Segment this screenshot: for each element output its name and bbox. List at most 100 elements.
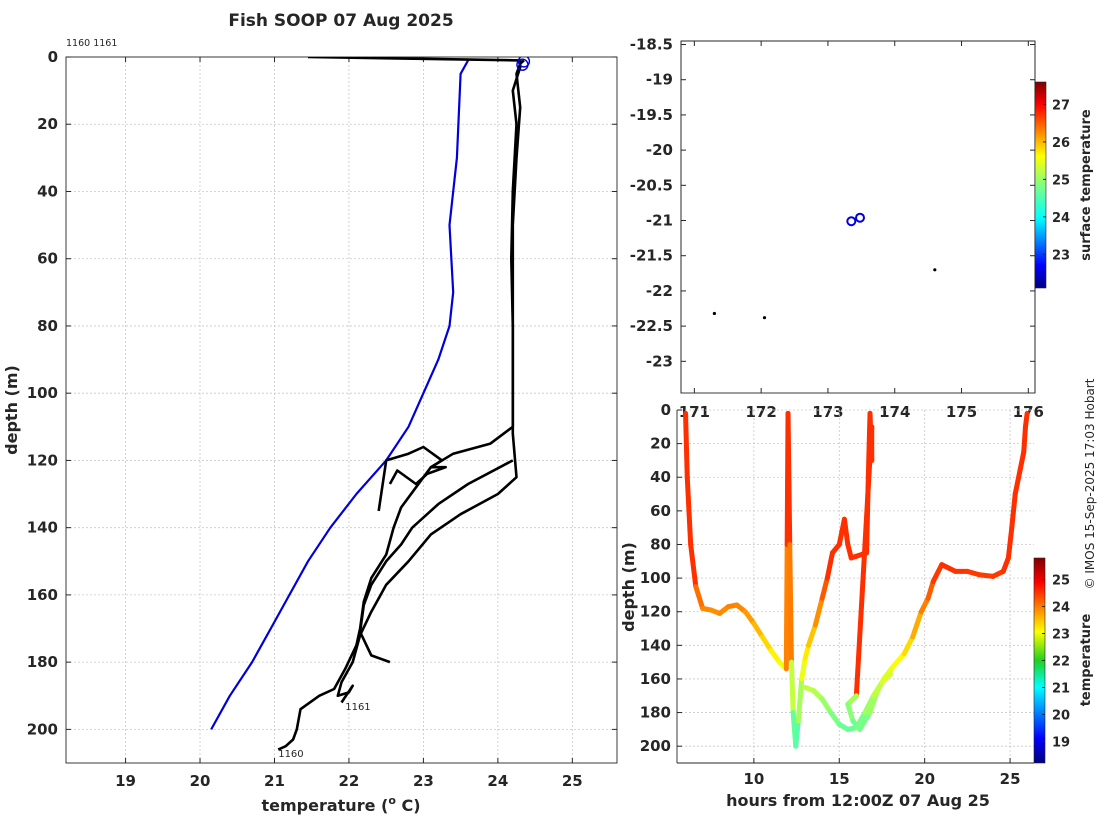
profile-y-tick-label: 100 (27, 384, 58, 402)
profile-ticks: 19 20 21 22 23 24 25 0 20 40 60 80 100 120 140 160 180 20… (27, 48, 617, 790)
timeseries-track-segment (841, 516, 851, 547)
timeseries-track-segment (688, 541, 699, 589)
timeseries-colorbar-tick-label: 20 (1052, 708, 1070, 723)
timeseries-y-tick-label: 60 (650, 502, 671, 520)
timeseries-track-segment (857, 710, 873, 732)
profile-y-tick-label: 160 (27, 586, 58, 604)
map-colorbar-tick-label: 24 (1052, 211, 1070, 226)
profile-y-tick-label: 80 (37, 317, 58, 335)
profile-y-tick-label: 40 (37, 182, 58, 200)
map-current-position (855, 212, 866, 223)
timeseries-grid (677, 409, 1034, 763)
timeseries-track-segment (845, 701, 856, 724)
timeseries-track-segment (683, 410, 690, 480)
timeseries-track-segment (910, 609, 924, 640)
map-y-tick-label: -22.5 (630, 317, 673, 335)
profile-surface-marker (516, 58, 529, 71)
profile-axes-box (65, 56, 618, 764)
profile-x-label: temperature (o C) (261, 794, 420, 815)
map-y-tick-label: -18.5 (630, 36, 673, 54)
timeseries-track-segment (783, 541, 790, 672)
profile-series-1161-loop (377, 445, 447, 512)
map-points (712, 212, 937, 320)
timeseries-x-tick-label: 10 (743, 770, 764, 788)
timeseries-colorbar-ticks: 19 20 21 22 23 24 25 (1042, 574, 1070, 750)
profile-end-label-1161: 1161 (345, 702, 370, 713)
timeseries-ticks: 10 15 20 25 0 20 40 60 80 100 120 140 160 180 200 (640, 401, 1021, 788)
timeseries-x-label: hours from 12:00Z 07 Aug 25 (726, 791, 990, 810)
timeseries-track-segment (693, 584, 706, 611)
timeseries-track-segment (1022, 410, 1030, 430)
timeseries-track-segment (1009, 491, 1018, 531)
map-x-tick-label: 174 (879, 403, 910, 421)
timeseries-y-tick-label: 180 (640, 704, 671, 722)
profile-series-1160 (277, 59, 525, 751)
timeseries-track-segment (819, 696, 834, 716)
timeseries-colorbar-tick-label: 23 (1052, 628, 1070, 643)
timeseries-track-segment (824, 550, 835, 581)
map-colorbar-tick-label: 23 (1052, 248, 1070, 263)
profile-series-1161 (307, 57, 522, 704)
profile-x-tick-label: 23 (413, 772, 434, 790)
timeseries-track-segment (793, 718, 801, 749)
map-y-tick-label: -20 (646, 141, 673, 159)
timeseries-track-segment (918, 595, 931, 615)
profile-y-tick-label: 140 (27, 519, 58, 537)
figure-title: Fish SOOP 07 Aug 2025 (228, 11, 453, 31)
timeseries-track-segment (787, 541, 794, 665)
timeseries-colorbar-label: temperature (1079, 614, 1094, 707)
timeseries-track-segment (925, 578, 936, 601)
profile-y-label: depth (m) (2, 365, 21, 455)
timeseries-panel: 10 15 20 25 0 20 40 60 80 100 120 140 160 180 200 19 20… (619, 401, 1094, 810)
map-y-tick-label: -21 (646, 212, 673, 230)
timeseries-x-tick-label: 15 (829, 770, 850, 788)
profile-x-tick-label: 24 (487, 772, 508, 790)
timeseries-track-segment (853, 710, 868, 731)
timeseries-track-segment (1017, 449, 1027, 472)
map-y-tick-label: -20.5 (630, 176, 673, 194)
map-y-tick-label: -19 (646, 71, 673, 89)
timeseries-y-tick-label: 160 (640, 670, 671, 688)
profile-end-label-1160: 1160 (278, 749, 303, 760)
timeseries-colorbar-tick-label: 21 (1052, 681, 1070, 696)
timeseries-y-tick-label: 200 (640, 737, 671, 755)
profile-y-tick-label: 120 (27, 451, 58, 469)
timeseries-track-segment (788, 659, 796, 716)
profile-y-tick-label: 180 (27, 653, 58, 671)
timeseries-colorbar-tick-label: 25 (1052, 574, 1070, 589)
profile-x-tick-label: 20 (190, 772, 211, 790)
map-panel: 171172173174175176-18.5-19-19.5-20-20.5-… (630, 36, 1094, 421)
timeseries-y-tick-label: 20 (650, 435, 671, 453)
timeseries-colorbar-tick-label: 24 (1052, 601, 1070, 616)
map-x-tick-label: 173 (812, 403, 843, 421)
map-station-dot (712, 311, 716, 316)
timeseries-track-segment (751, 620, 765, 640)
map-colorbar-tick-label: 27 (1052, 98, 1070, 113)
map-axes-box (680, 40, 1036, 394)
timeseries-track-segment (891, 651, 907, 669)
map-colorbar-label: surface temperature (1079, 109, 1094, 261)
timeseries-track-segment (853, 424, 875, 699)
timeseries-track-segment (799, 656, 808, 682)
profile-x-tick-label: 22 (339, 772, 360, 790)
timeseries-track-segment (785, 410, 793, 547)
profile-grid (66, 56, 617, 763)
map-x-tick-label: 175 (946, 403, 977, 421)
timeseries-track-segment (901, 634, 916, 657)
timeseries-y-tick-label: 0 (661, 401, 671, 419)
timeseries-x-tick-label: 20 (914, 770, 935, 788)
timeseries-track-segment (930, 562, 945, 584)
map-x-tick-label: 172 (745, 403, 776, 421)
timeseries-track (683, 410, 1030, 749)
map-y-tick-label: -22 (646, 282, 673, 300)
timeseries-y-tick-label: 100 (640, 569, 671, 587)
map-colorbar-ticks: 23 24 25 26 27 (1043, 98, 1070, 263)
timeseries-colorbar-tick-label: 22 (1052, 655, 1070, 670)
timeseries-track-segment (1021, 424, 1028, 455)
timeseries-y-tick-label: 140 (640, 636, 671, 654)
timeseries-track-segment (1012, 466, 1023, 497)
profile-end-labels: 1161 1160 (278, 702, 370, 760)
profile-x-label-superscript: o (388, 794, 396, 807)
timeseries-track-segment (862, 693, 876, 716)
